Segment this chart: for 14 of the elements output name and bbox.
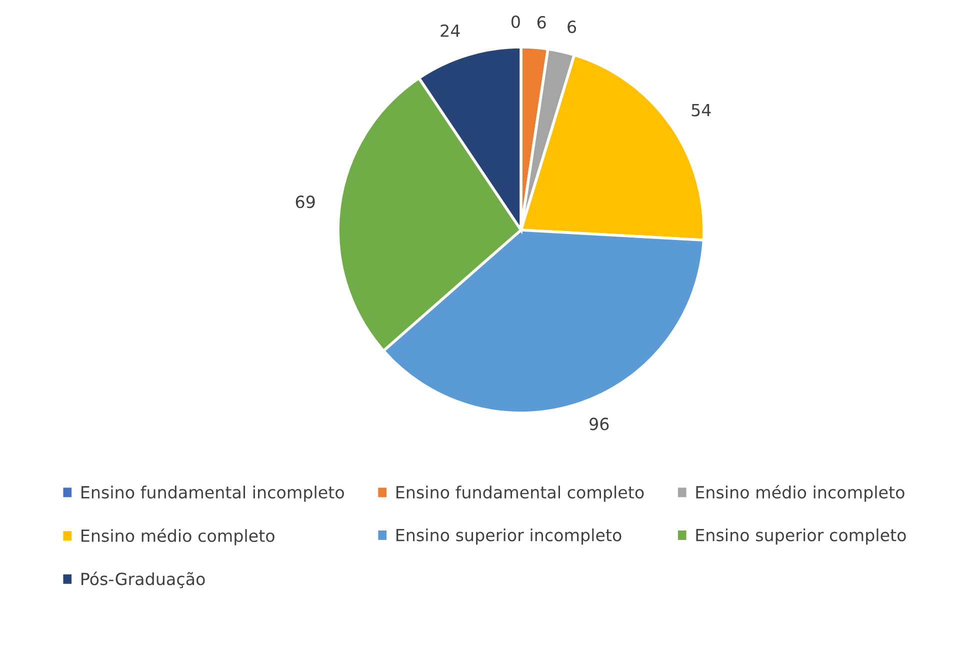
- data-label: 24: [440, 24, 460, 37]
- legend-label: Ensino superior completo: [696, 528, 906, 545]
- data-label: 54: [692, 104, 711, 116]
- data-label: 96: [590, 418, 609, 430]
- legend-label: Pós-Graduação: [82, 572, 205, 588]
- legend-label: Ensino médio incompleto: [696, 485, 904, 502]
- legend-label: Ensino médio completo: [82, 528, 274, 546]
- data-label: 69: [296, 196, 315, 208]
- data-label: 6: [568, 20, 576, 34]
- data-label: 6: [537, 16, 546, 29]
- legend-label: Ensino fundamental completo: [396, 486, 644, 502]
- text: 0: [511, 15, 520, 28]
- legend-label: Ensino fundamental incompleto: [82, 486, 344, 502]
- legend-label: Ensino superior incompleto: [396, 528, 622, 545]
